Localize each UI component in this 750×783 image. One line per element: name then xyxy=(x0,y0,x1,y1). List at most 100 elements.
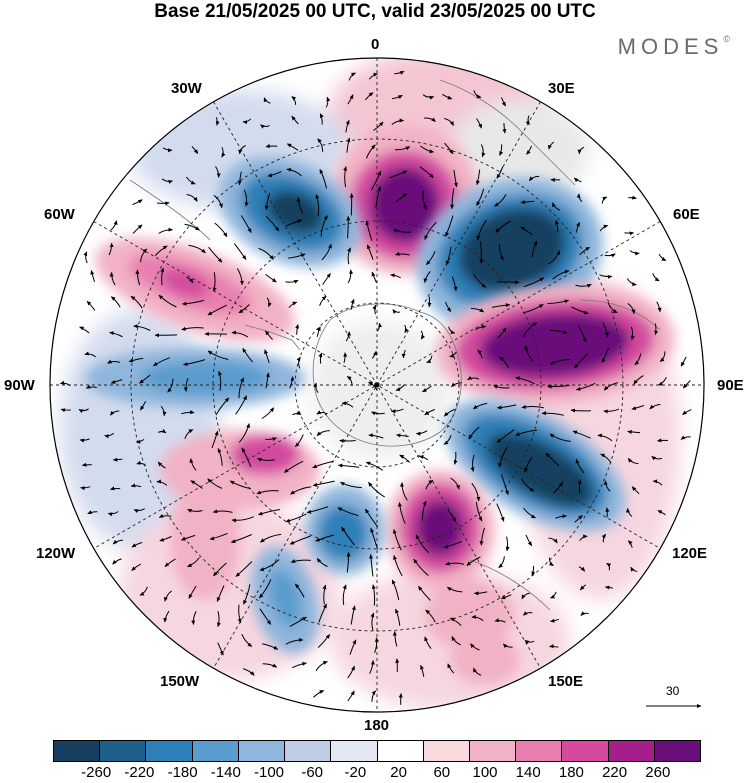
wind-arrow xyxy=(212,272,217,292)
wind-arrow xyxy=(343,166,348,188)
wind-arrow xyxy=(631,405,645,411)
wind-arrow xyxy=(471,482,481,502)
wind-arrow xyxy=(369,554,374,577)
anomaly-region-positive-w xyxy=(161,268,209,298)
wind-arrow xyxy=(422,94,435,100)
lon-label-180: 180 xyxy=(364,717,390,734)
wind-arrow xyxy=(446,246,452,266)
wind-arrow xyxy=(501,97,507,107)
wind-arrow xyxy=(680,356,687,367)
wind-arrow xyxy=(285,279,299,284)
wind-arrow xyxy=(110,220,118,231)
graticule xyxy=(50,58,704,712)
wind-arrow xyxy=(343,352,348,363)
wind-arrow xyxy=(371,584,376,606)
wind-arrow xyxy=(579,534,588,541)
wind-arrow xyxy=(448,326,456,335)
wind-arrow xyxy=(449,617,462,626)
wind-arrow xyxy=(322,584,327,605)
wind-arrow xyxy=(604,585,613,590)
wind-arrow xyxy=(629,250,640,256)
wind-arrow xyxy=(372,304,377,315)
wind-arrow xyxy=(390,273,401,279)
colorbar-tick-label: 180 xyxy=(558,764,584,781)
wind-arrow xyxy=(571,306,589,315)
wind-arrow xyxy=(221,147,226,158)
colorbar-tick-label: 260 xyxy=(645,764,671,781)
wind-arrow xyxy=(549,644,559,649)
wind-arrow xyxy=(131,542,143,548)
anomaly-region-positive-s3 xyxy=(450,635,520,685)
wind-arrow xyxy=(579,246,591,256)
wind-arrow xyxy=(163,590,172,602)
wind-arrow xyxy=(315,194,320,217)
wind-arrow xyxy=(110,296,121,308)
wind-arrow xyxy=(364,92,374,101)
wind-arrow xyxy=(160,405,167,417)
wind-arrow xyxy=(541,411,565,416)
wind-arrow xyxy=(553,481,563,494)
wind-arrow xyxy=(263,97,271,104)
wind-arrow xyxy=(266,297,272,308)
wind-arrow xyxy=(346,215,351,239)
wind-arrow xyxy=(261,407,275,419)
wind-arrow xyxy=(501,474,509,496)
wind-arrow xyxy=(392,555,403,577)
wind-arrow xyxy=(312,480,335,487)
wind-arrow xyxy=(418,454,429,461)
wind-arrow xyxy=(445,561,465,566)
wind-arrow xyxy=(633,375,644,385)
anomaly-region-negative-s2 xyxy=(268,568,302,628)
lon-label-30w: 30W xyxy=(171,80,202,97)
wind-arrow xyxy=(154,245,168,257)
wind-arrow xyxy=(600,453,612,464)
wind-arrow xyxy=(322,273,331,285)
wind-arrow xyxy=(315,660,328,672)
wind-arrow xyxy=(548,141,555,150)
wind-arrow xyxy=(167,378,174,393)
wind-arrow xyxy=(163,610,170,623)
wind-arrow xyxy=(104,432,115,439)
wind-arrow xyxy=(575,458,585,474)
wind-arrow xyxy=(521,404,545,409)
wind-arrow xyxy=(80,486,91,491)
wind-arrow xyxy=(316,410,328,415)
wind-arrow xyxy=(325,96,331,108)
wind-arrow xyxy=(139,374,151,384)
wind-arrow xyxy=(257,457,275,462)
wind-arrow xyxy=(627,302,636,315)
wind-arrow xyxy=(157,428,167,434)
wind-arrow xyxy=(599,274,613,279)
wind-arrow xyxy=(524,639,535,645)
wind-arrow xyxy=(417,585,431,601)
wind-arrow xyxy=(550,358,570,365)
wind-arrow xyxy=(470,643,480,651)
wind-arrow xyxy=(79,438,90,443)
wind-arrow xyxy=(365,461,384,471)
wind-arrow xyxy=(337,463,360,468)
anomaly-region-positive-e xyxy=(480,312,630,378)
wind-arrow xyxy=(285,513,307,523)
wind-arrow xyxy=(370,612,375,631)
wind-arrow xyxy=(389,170,408,179)
wind-arrow xyxy=(347,690,355,702)
wind-arrow xyxy=(108,242,114,256)
wind-arrow xyxy=(495,220,511,233)
wind-arrow xyxy=(466,556,481,566)
wind-arrow xyxy=(139,586,148,596)
wind-arrow xyxy=(135,269,141,286)
wind-arrow xyxy=(368,481,386,498)
wind-arrow xyxy=(449,188,455,210)
wind-arrow xyxy=(425,609,436,623)
wind-arrow xyxy=(496,404,517,410)
wind-arrow xyxy=(496,503,505,522)
wind-arrow xyxy=(128,357,144,363)
wind-arrow xyxy=(265,437,277,442)
colorbar-segment xyxy=(285,741,332,761)
wind-arrow xyxy=(234,243,247,260)
colorbar-segment xyxy=(516,741,563,761)
wind-arrow xyxy=(188,244,206,254)
colorbar-segment xyxy=(377,741,424,761)
wind-arrow xyxy=(602,321,609,338)
wind-arrow xyxy=(296,356,301,369)
